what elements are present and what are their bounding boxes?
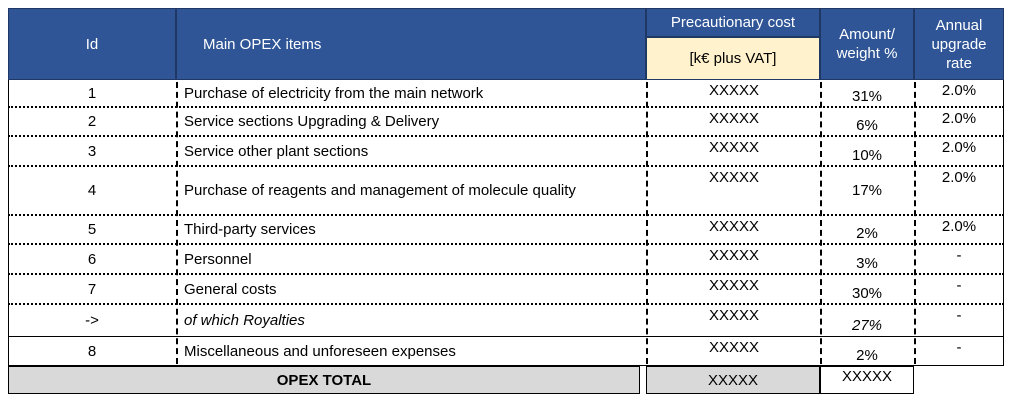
row-rate: 2.0% (941, 82, 977, 99)
row-id: 7 (87, 280, 97, 298)
table-row: 7 General costs XXXXX 30% - (8, 275, 1004, 303)
table-row: 6 Personnel XXXXX 3% - (8, 245, 1004, 273)
row-item: of which Royalties (184, 311, 305, 329)
row-amount: 17% (851, 181, 883, 199)
table-row: 3 Service other plant sections XXXXX 10%… (8, 137, 1004, 165)
row-item: General costs (184, 280, 277, 298)
row-separator (8, 165, 1004, 167)
column-divider (914, 82, 916, 364)
row-amount: 30% (851, 285, 883, 302)
row-rate: - (956, 277, 962, 294)
table-left-border (8, 80, 9, 366)
row-item: Purchase of electricity from the main ne… (184, 84, 484, 102)
row-rate: 2.0% (941, 169, 977, 186)
row-rate: 2.0% (941, 218, 977, 235)
row-cost: XXXXX (708, 139, 760, 156)
row-separator (8, 243, 1004, 245)
header-rate: Annual upgrade rate (914, 8, 1004, 80)
table-row: 2 Service sections Upgrading & Delivery … (8, 108, 1004, 135)
row-separator (8, 336, 1004, 337)
table-row: 1 Purchase of electricity from the main … (8, 80, 1004, 106)
row-cost: XXXXX (708, 110, 760, 127)
row-amount: 2% (856, 225, 878, 242)
row-item: Miscellaneous and unforeseen expenses (184, 342, 456, 360)
row-cost: XXXXX (708, 247, 760, 264)
table-row: -> of which Royalties XXXXX 27% - (8, 305, 1004, 335)
row-item: Service other plant sections (184, 142, 369, 160)
row-separator (8, 214, 1004, 216)
row-item: Personnel (184, 250, 252, 268)
total-amount: XXXXX (820, 366, 914, 394)
row-rate: - (956, 307, 962, 324)
total-label: OPEX TOTAL (8, 366, 640, 394)
column-divider (646, 82, 648, 364)
row-rate: 2.0% (941, 139, 977, 156)
row-amount: 31% (851, 88, 883, 105)
row-amount: 6% (856, 117, 878, 134)
header-cost: Precautionary cost (646, 8, 820, 37)
table-row: 8 Miscellaneous and unforeseen expenses … (8, 337, 1004, 365)
row-rate: - (956, 339, 962, 356)
row-amount: 10% (851, 147, 883, 164)
row-id: -> (85, 311, 99, 329)
row-id: 6 (87, 250, 97, 268)
row-id: 4 (87, 182, 97, 199)
row-id: 5 (87, 221, 97, 238)
row-separator (8, 106, 1004, 108)
row-cost: XXXXX (708, 339, 760, 356)
row-cost: XXXXX (708, 82, 760, 99)
row-separator (8, 135, 1004, 137)
header-amount: Amount/ weight % (820, 8, 914, 80)
row-amount: 3% (856, 255, 878, 272)
table-row: 5 Third-party services XXXXX 2% 2.0% (8, 216, 1004, 243)
row-id: 2 (87, 113, 97, 130)
header-items: Main OPEX items (176, 8, 646, 80)
table-row: 4 Purchase of reagents and management of… (8, 167, 1004, 214)
row-amount: 2% (856, 347, 878, 364)
row-cost: XXXXX (708, 277, 760, 294)
row-separator (8, 273, 1004, 275)
header-cost-unit: [k€ plus VAT] (646, 37, 820, 80)
row-id: 8 (87, 342, 97, 360)
table-right-border (1003, 80, 1004, 366)
row-cost: XXXXX (708, 307, 760, 324)
row-rate: 2.0% (941, 110, 977, 127)
column-divider (820, 82, 822, 364)
row-item: Purchase of reagents and management of m… (184, 182, 576, 199)
column-divider (176, 82, 178, 364)
row-item: Service sections Upgrading & Delivery (184, 113, 440, 130)
row-amount: 27% (851, 317, 883, 334)
row-item: Third-party services (184, 221, 316, 238)
row-id: 1 (87, 84, 97, 102)
row-id: 3 (87, 142, 97, 160)
row-separator (8, 365, 1004, 366)
row-cost: XXXXX (708, 169, 760, 186)
row-separator (8, 303, 1004, 305)
row-rate: - (956, 247, 962, 264)
total-cost: XXXXX (646, 366, 820, 394)
row-cost: XXXXX (708, 218, 760, 235)
header-id: Id (8, 8, 176, 80)
